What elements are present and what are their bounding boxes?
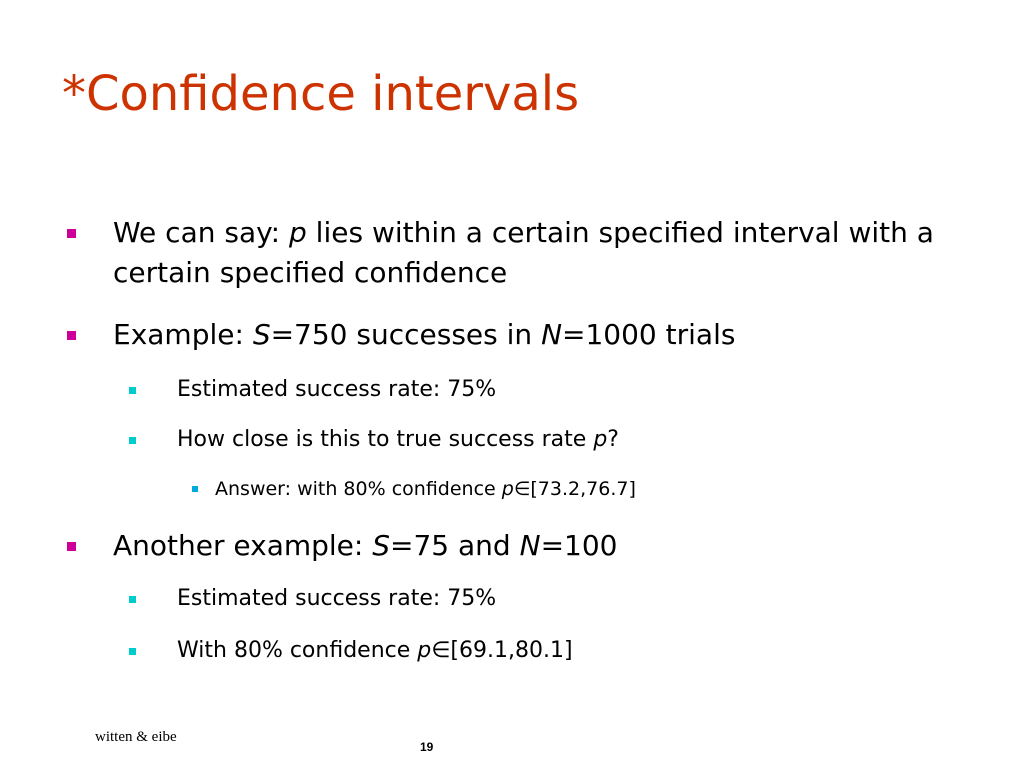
bullet-marker	[67, 541, 76, 551]
text-run: Estimated success rate: 75%	[177, 377, 497, 402]
page-number: 19	[420, 740, 434, 754]
slide-title: *Confidence intervals	[62, 66, 580, 122]
bullet-marker	[67, 228, 76, 238]
bullet-item: Answer: with 80% confidence p∈[73.2,76.7…	[215, 476, 995, 502]
bullet-item: We can say: p lies within a certain spec…	[113, 213, 993, 293]
text-run: =75 and	[390, 529, 520, 562]
bullet-item: With 80% confidence p∈[69.1,80.1]	[177, 636, 997, 666]
italic-text: p	[288, 216, 307, 249]
text-run: Answer: with 80% confidence	[215, 478, 502, 500]
bullet-item: Another example: S=75 and N=100	[113, 526, 993, 566]
footer: witten & eibe	[95, 729, 177, 745]
italic-text: S	[372, 529, 391, 562]
text-run: With 80% confidence	[177, 638, 418, 663]
text-run: ∈[73.2,76.7]	[513, 478, 636, 500]
bullet-marker	[129, 647, 136, 655]
bullet-marker	[129, 386, 136, 394]
bullet-marker	[129, 436, 136, 444]
bullet-item: Estimated success rate: 75%	[177, 584, 997, 614]
italic-text: N	[541, 318, 563, 351]
bullet-marker	[67, 330, 76, 340]
text-run: Estimated success rate: 75%	[177, 586, 497, 611]
bullet-item: Estimated success rate: 75%	[177, 375, 997, 405]
italic-text: S	[252, 318, 271, 351]
text-run: =1000 trials	[562, 318, 736, 351]
text-run: =750 successes in	[270, 318, 542, 351]
bullet-marker	[129, 595, 136, 603]
bullet-marker	[192, 486, 198, 492]
italic-text: p	[417, 638, 432, 663]
bullet-item: Example: S=750 successes in N=1000 trial…	[113, 315, 993, 355]
italic-text: N	[519, 529, 541, 562]
text-run: =100	[540, 529, 618, 562]
text-run: Example:	[113, 318, 253, 351]
text-run: ∈[69.1,80.1]	[431, 638, 573, 663]
text-run: Another example:	[113, 529, 373, 562]
italic-text: p	[593, 427, 608, 452]
text-run: We can say:	[113, 216, 289, 249]
text-run: ?	[607, 427, 619, 452]
text-run: How close is this to true success rate	[177, 427, 594, 452]
bullet-item: How close is this to true success rate p…	[177, 425, 997, 455]
text-run: lies within a certain specified interval…	[113, 216, 943, 289]
italic-text: p	[501, 478, 514, 500]
